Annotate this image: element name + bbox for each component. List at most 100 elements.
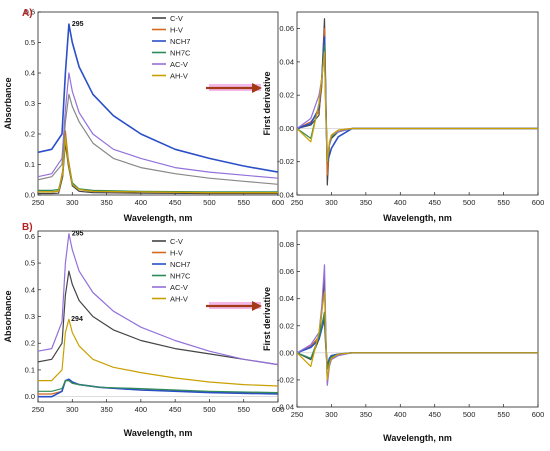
series-group bbox=[297, 18, 538, 186]
plot-frame bbox=[296, 230, 539, 408]
y-tick-label: 0.08 bbox=[279, 240, 294, 249]
arrow-b-head bbox=[252, 301, 262, 311]
y-tick-label: 0.2 bbox=[25, 339, 35, 348]
x-tick-label: 500 bbox=[203, 405, 216, 414]
x-axis-title: Wavelength, nm bbox=[124, 213, 193, 223]
x-tick-label: 250 bbox=[32, 405, 45, 414]
arrow-a bbox=[206, 83, 262, 93]
x-tick-label: 400 bbox=[135, 198, 148, 207]
x-tick-label: 450 bbox=[428, 410, 441, 419]
y-tick-label: 0.04 bbox=[279, 57, 294, 66]
panel-label: A) bbox=[22, 8, 33, 19]
y-axis-title: Absorbance bbox=[3, 290, 13, 342]
series-line-ah-v bbox=[38, 136, 278, 194]
y-tick-label: 0.3 bbox=[25, 99, 35, 108]
y-tick-label: 0.0 bbox=[25, 392, 35, 401]
x-tick-label: 600 bbox=[532, 198, 545, 207]
series-line-c-v bbox=[38, 270, 278, 366]
series-line-nch7 bbox=[38, 23, 278, 173]
panel-b-absorbance-chart: 250 300 350 400 450 500 550 600 0.0 0.1 0.2 0.3 0.4 0… bbox=[3, 222, 284, 438]
legend-label: C-V bbox=[170, 14, 183, 23]
x-tick-label: 350 bbox=[360, 198, 373, 207]
x-tick-label: 400 bbox=[394, 198, 407, 207]
y-tick-label: 0.3 bbox=[25, 312, 35, 321]
series-line-ah-v bbox=[297, 51, 538, 163]
panel-b-first-derivative-chart: 250 300 350 400 450 500 550 600-0.04-0.020.000.… bbox=[262, 230, 545, 443]
x-tick-label: 450 bbox=[428, 198, 441, 207]
legend-label: AH-V bbox=[170, 71, 188, 80]
x-axis-title: Wavelength, nm bbox=[124, 428, 193, 438]
x-tick-label: 350 bbox=[100, 405, 113, 414]
panel-a-absorbance-chart: 250 300 350 400 450 500 550 600 0.0 0.1 0.2 0.3 0.4 0… bbox=[3, 8, 284, 224]
x-tick-label: 550 bbox=[497, 198, 510, 207]
y-tick-label: 0.5 bbox=[25, 38, 35, 47]
x-tick-label: 250 bbox=[32, 198, 45, 207]
series-group bbox=[38, 23, 278, 195]
legend-label: AC-V bbox=[170, 283, 188, 292]
series-line-nh7c bbox=[38, 380, 278, 394]
arrow-a-head bbox=[252, 83, 262, 93]
y-tick-label: -0.04 bbox=[277, 403, 294, 412]
y-tick-label: 0.1 bbox=[25, 160, 35, 169]
x-tick-label: 600 bbox=[272, 198, 285, 207]
series-line-nch7 bbox=[38, 378, 278, 398]
x-tick-label: 300 bbox=[325, 410, 338, 419]
x-tick-label: 300 bbox=[66, 405, 79, 414]
x-tick-label: 550 bbox=[237, 198, 250, 207]
y-tick-label: 0.02 bbox=[279, 321, 294, 330]
x-tick-label: 550 bbox=[497, 410, 510, 419]
y-tick-label: 0.00 bbox=[279, 348, 294, 357]
panel-a-first-derivative-chart: 250 300 350 400 450 500 550 600-0.04-0.020.000.… bbox=[262, 11, 545, 223]
x-tick-label: 350 bbox=[360, 410, 373, 419]
x-axis-title: Wavelength, nm bbox=[383, 433, 452, 443]
y-tick-label: 0.00 bbox=[279, 124, 294, 133]
x-tick-label: 450 bbox=[169, 405, 182, 414]
x-tick-label: 450 bbox=[169, 198, 182, 207]
y-axis-title: Absorbance bbox=[3, 77, 13, 129]
legend-label: H-V bbox=[170, 25, 183, 34]
x-tick-label: 250 bbox=[291, 410, 304, 419]
peak-annotation: 295 bbox=[72, 21, 84, 28]
y-axis-title: First derivative bbox=[262, 71, 272, 135]
y-tick-label: 0.6 bbox=[25, 8, 35, 17]
legend: C-V H-V NCH7 NH7C AC-V AH-V bbox=[152, 237, 191, 303]
x-tick-label: 350 bbox=[100, 198, 113, 207]
y-tick-label: 0.0 bbox=[25, 191, 35, 200]
y-tick-label: 0.06 bbox=[279, 24, 294, 33]
x-tick-label: 250 bbox=[291, 198, 304, 207]
legend-label: H-V bbox=[170, 248, 183, 257]
series-line-unlabeled bbox=[38, 93, 278, 185]
x-tick-label: 600 bbox=[532, 410, 545, 419]
plot-frame bbox=[296, 11, 539, 196]
x-tick-label: 400 bbox=[394, 410, 407, 419]
legend: C-V H-V NCH7 NH7C AC-V AH-V bbox=[152, 14, 191, 80]
y-tick-label: 0.4 bbox=[25, 69, 35, 78]
peak-annotation: 295 bbox=[72, 231, 84, 238]
x-tick-label: 500 bbox=[463, 198, 476, 207]
y-axis-title: First derivative bbox=[262, 287, 272, 351]
x-tick-label: 500 bbox=[203, 198, 216, 207]
y-tick-label: 0.02 bbox=[279, 91, 294, 100]
legend-label: NH7C bbox=[170, 271, 191, 280]
y-tick-label: 0.6 bbox=[25, 232, 35, 241]
x-tick-label: 550 bbox=[237, 405, 250, 414]
y-tick-label: -0.04 bbox=[277, 191, 294, 200]
legend-label: AC-V bbox=[170, 60, 188, 69]
legend-label: NCH7 bbox=[170, 260, 190, 269]
legend-label: NCH7 bbox=[170, 37, 190, 46]
arrow-b bbox=[206, 301, 262, 311]
y-tick-label: 0.2 bbox=[25, 130, 35, 139]
y-tick-label: 0.5 bbox=[25, 259, 35, 268]
y-tick-label: 0.1 bbox=[25, 365, 35, 374]
y-tick-label: 0.04 bbox=[279, 294, 294, 303]
series-group bbox=[297, 264, 538, 386]
y-tick-label: 0.06 bbox=[279, 267, 294, 276]
legend-label: NH7C bbox=[170, 48, 191, 57]
y-tick-label: -0.02 bbox=[277, 157, 294, 166]
x-axis-title: Wavelength, nm bbox=[383, 213, 452, 223]
x-tick-label: 300 bbox=[325, 198, 338, 207]
peak-annotation: 294 bbox=[71, 316, 83, 323]
legend-label: AH-V bbox=[170, 294, 188, 303]
series-line-ah-v bbox=[38, 318, 278, 387]
